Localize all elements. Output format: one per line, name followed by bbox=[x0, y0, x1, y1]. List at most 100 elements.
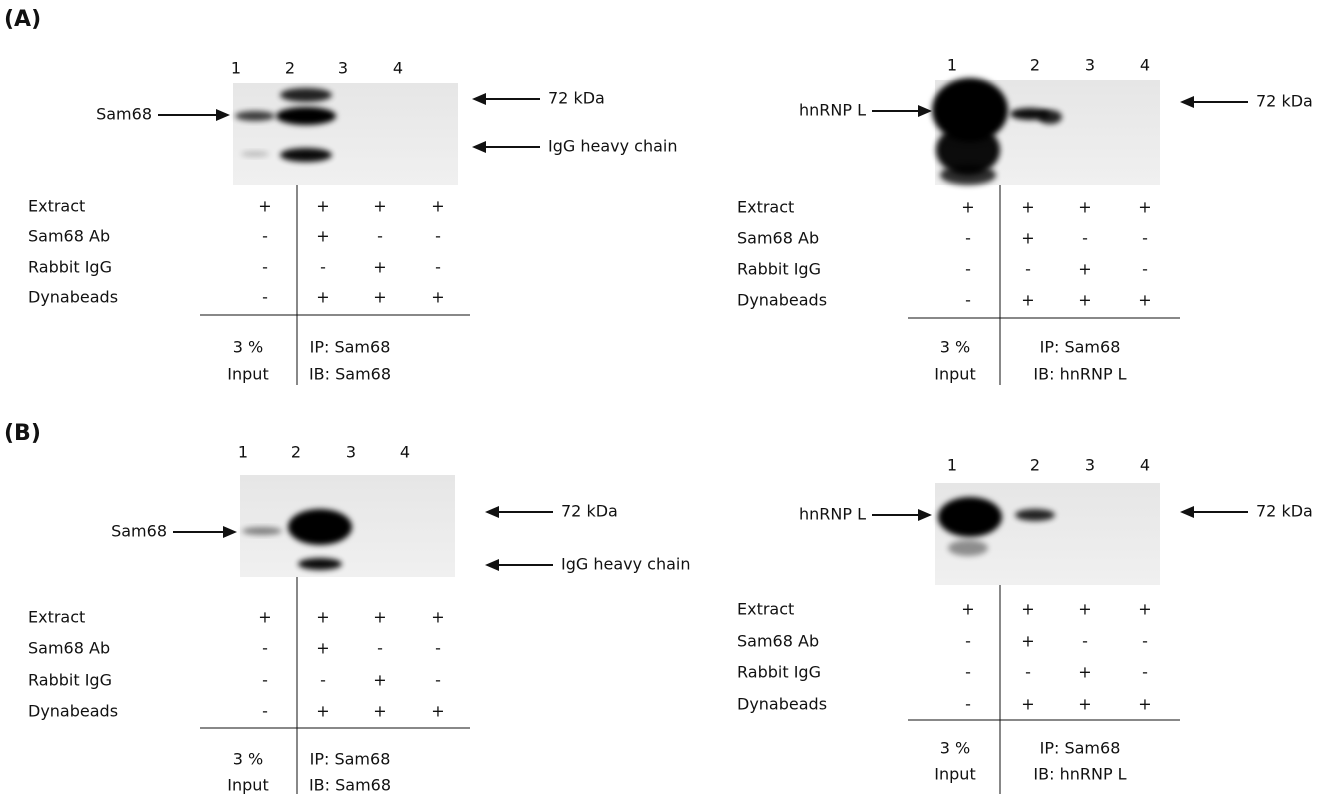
cell: + bbox=[373, 288, 386, 307]
band bbox=[288, 509, 352, 545]
cell: + bbox=[431, 702, 444, 721]
cell: + bbox=[1138, 600, 1151, 619]
left-arrow-label: Sam68 bbox=[96, 105, 152, 124]
ip-label: IP: Sam68 bbox=[310, 750, 391, 769]
cell: + bbox=[1021, 695, 1034, 714]
input-label: Input bbox=[227, 776, 268, 794]
lane-number: 3 bbox=[346, 443, 356, 462]
cell: - bbox=[965, 695, 971, 714]
cell: - bbox=[1082, 229, 1088, 248]
cell: - bbox=[1025, 663, 1031, 682]
cell: + bbox=[316, 608, 329, 627]
cell: - bbox=[1142, 663, 1148, 682]
cell: + bbox=[961, 600, 974, 619]
band bbox=[1038, 110, 1062, 124]
band bbox=[298, 558, 342, 570]
cell: + bbox=[1138, 291, 1151, 310]
cell: - bbox=[262, 671, 268, 690]
cell: - bbox=[965, 663, 971, 682]
cell: + bbox=[1078, 198, 1091, 217]
cell: + bbox=[1078, 695, 1091, 714]
row-label: Sam68 Ab bbox=[737, 229, 819, 248]
ip-label: IP: Sam68 bbox=[310, 338, 391, 357]
row-label: Extract bbox=[737, 600, 794, 619]
lane-number: 3 bbox=[1085, 56, 1095, 75]
lane-number: 4 bbox=[400, 443, 410, 462]
cell: + bbox=[1021, 632, 1034, 651]
figure: (A) (B) 1 2 3 4 Sam68 72 kDa IgG heavy chain Ex… bbox=[0, 0, 1338, 794]
lane-number: 1 bbox=[231, 59, 241, 78]
cell: + bbox=[1078, 600, 1091, 619]
row-label: Sam68 Ab bbox=[737, 632, 819, 651]
row-label: Dynabeads bbox=[737, 695, 827, 714]
cell: + bbox=[1021, 229, 1034, 248]
lane-number: 1 bbox=[947, 56, 957, 75]
cell: - bbox=[435, 671, 441, 690]
band bbox=[235, 111, 275, 121]
ip-label: IP: Sam68 bbox=[1040, 338, 1121, 357]
right-arrow-label: IgG heavy chain bbox=[561, 555, 691, 574]
input-label: 3 % bbox=[940, 338, 970, 357]
input-label: 3 % bbox=[233, 338, 263, 357]
band bbox=[948, 540, 988, 556]
arrow-head bbox=[223, 526, 237, 538]
cell: - bbox=[1142, 260, 1148, 279]
lane-number: 1 bbox=[947, 456, 957, 475]
right-arrow-label: 72 kDa bbox=[561, 502, 618, 521]
cell: - bbox=[1082, 632, 1088, 651]
cell: + bbox=[1138, 695, 1151, 714]
cell: - bbox=[435, 639, 441, 658]
row-label: Dynabeads bbox=[28, 702, 118, 721]
row-label: Extract bbox=[737, 198, 794, 217]
cell: - bbox=[377, 227, 383, 246]
cell: + bbox=[1078, 260, 1091, 279]
band bbox=[280, 88, 332, 102]
lane-number: 2 bbox=[1030, 56, 1040, 75]
arrow-head bbox=[918, 509, 932, 521]
cell: + bbox=[258, 608, 271, 627]
panel-label: (B) bbox=[4, 421, 41, 446]
cell: - bbox=[377, 639, 383, 658]
panel-label: (A) bbox=[4, 7, 41, 32]
row-label: Rabbit IgG bbox=[737, 260, 821, 279]
cell: + bbox=[1078, 663, 1091, 682]
input-label: Input bbox=[934, 365, 975, 384]
cell: + bbox=[1021, 291, 1034, 310]
arrow-head bbox=[485, 559, 499, 571]
cell: + bbox=[1138, 198, 1151, 217]
blot-image bbox=[233, 83, 458, 185]
cell: + bbox=[1021, 198, 1034, 217]
band bbox=[280, 148, 332, 162]
cell: - bbox=[1142, 229, 1148, 248]
cell: + bbox=[316, 639, 329, 658]
right-arrow-label: 72 kDa bbox=[548, 89, 605, 108]
cell: - bbox=[965, 260, 971, 279]
cell: + bbox=[373, 671, 386, 690]
ip-label: IB: hnRNP L bbox=[1033, 765, 1126, 784]
lane-number: 4 bbox=[393, 59, 403, 78]
ip-label: IB: Sam68 bbox=[309, 365, 391, 384]
ip-label: IB: hnRNP L bbox=[1033, 365, 1126, 384]
cell: - bbox=[435, 227, 441, 246]
band bbox=[242, 527, 282, 535]
lane-number: 4 bbox=[1140, 456, 1150, 475]
right-arrow-label: 72 kDa bbox=[1256, 92, 1313, 111]
cell: + bbox=[316, 702, 329, 721]
cell: + bbox=[431, 288, 444, 307]
input-label: 3 % bbox=[940, 739, 970, 758]
lane-number: 1 bbox=[238, 443, 248, 462]
arrow-head bbox=[918, 105, 932, 117]
row-label: Dynabeads bbox=[737, 291, 827, 310]
arrow-head bbox=[485, 506, 499, 518]
cell: + bbox=[1078, 291, 1091, 310]
band bbox=[938, 497, 1002, 537]
row-label: Sam68 Ab bbox=[28, 227, 110, 246]
band bbox=[940, 165, 996, 185]
arrow-head bbox=[1180, 96, 1194, 108]
lane-number: 3 bbox=[1085, 456, 1095, 475]
cell: + bbox=[431, 608, 444, 627]
lane-number: 4 bbox=[1140, 56, 1150, 75]
row-label: Sam68 Ab bbox=[28, 639, 110, 658]
cell: - bbox=[262, 227, 268, 246]
cell: - bbox=[1142, 632, 1148, 651]
